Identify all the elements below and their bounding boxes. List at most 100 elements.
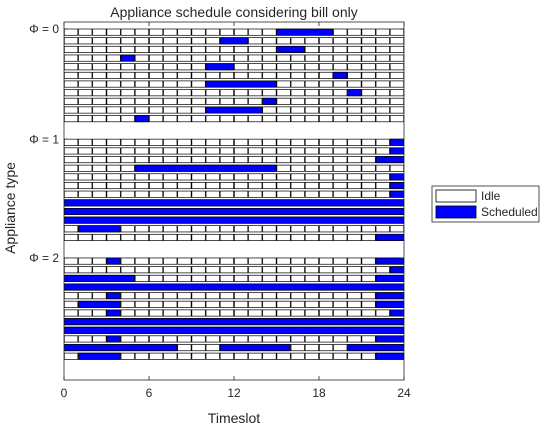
idle-cell bbox=[205, 190, 220, 198]
idle-cell bbox=[92, 63, 107, 71]
idle-cell bbox=[134, 156, 150, 164]
idle-cell bbox=[290, 182, 305, 190]
idle-cell bbox=[304, 266, 319, 274]
idle-cell bbox=[177, 54, 192, 62]
idle-cell bbox=[361, 292, 376, 300]
idle-cell bbox=[361, 28, 376, 36]
x-tick-label: 24 bbox=[397, 386, 411, 400]
idle-cell bbox=[163, 80, 178, 88]
idle-cell bbox=[120, 190, 135, 198]
idle-cell bbox=[234, 257, 249, 265]
idle-cell bbox=[276, 37, 291, 45]
idle-cell bbox=[361, 71, 376, 79]
x-tick-label: 12 bbox=[227, 386, 241, 400]
idle-cell bbox=[333, 225, 348, 233]
idle-cell bbox=[78, 89, 93, 97]
idle-cell bbox=[191, 225, 206, 233]
scheduled-bar bbox=[347, 89, 362, 97]
idle-cell bbox=[106, 28, 121, 36]
x-tick-label: 18 bbox=[312, 386, 326, 400]
idle-cell bbox=[134, 300, 150, 308]
idle-cell bbox=[120, 28, 135, 36]
idle-cell bbox=[290, 71, 305, 79]
idle-cell bbox=[191, 45, 206, 53]
idle-cell bbox=[361, 54, 376, 62]
schedule-row bbox=[63, 63, 404, 71]
scheduled-bar bbox=[389, 138, 404, 146]
idle-cell bbox=[134, 45, 150, 53]
scheduled-bar bbox=[333, 71, 348, 79]
idle-cell bbox=[219, 97, 235, 105]
idle-cell bbox=[333, 45, 348, 53]
idle-cell bbox=[163, 274, 178, 282]
idle-cell bbox=[149, 225, 164, 233]
idle-cell bbox=[78, 233, 93, 241]
idle-cell bbox=[319, 352, 334, 360]
idle-cell bbox=[205, 309, 220, 317]
idle-cell bbox=[234, 173, 249, 181]
x-axis-label: Timeslot bbox=[208, 410, 260, 426]
idle-cell bbox=[262, 352, 277, 360]
idle-cell bbox=[63, 71, 79, 79]
idle-cell bbox=[347, 138, 362, 146]
idle-cell bbox=[361, 309, 376, 317]
idle-cell bbox=[78, 80, 93, 88]
schedule-row bbox=[63, 283, 404, 291]
idle-cell bbox=[163, 147, 178, 155]
idle-cell bbox=[290, 106, 305, 114]
idle-cell bbox=[375, 182, 390, 190]
idle-cell bbox=[149, 54, 164, 62]
idle-cell bbox=[120, 257, 135, 265]
idle-cell bbox=[248, 37, 263, 45]
idle-cell bbox=[375, 63, 390, 71]
idle-cell bbox=[63, 335, 79, 343]
idle-cell bbox=[333, 173, 348, 181]
idle-cell bbox=[333, 37, 348, 45]
idle-cell bbox=[304, 138, 319, 146]
idle-cell bbox=[347, 106, 362, 114]
idle-cell bbox=[191, 28, 206, 36]
idle-cell bbox=[234, 274, 249, 282]
idle-cell bbox=[248, 173, 263, 181]
idle-cell bbox=[163, 233, 178, 241]
idle-cell bbox=[347, 54, 362, 62]
idle-cell bbox=[219, 89, 235, 97]
idle-cell bbox=[361, 89, 376, 97]
schedule-row bbox=[63, 164, 404, 172]
idle-cell bbox=[319, 164, 334, 172]
idle-cell bbox=[361, 156, 376, 164]
idle-cell bbox=[248, 182, 263, 190]
idle-cell bbox=[106, 80, 121, 88]
group-label: Φ = 1 bbox=[29, 132, 59, 146]
scheduled-bar bbox=[389, 309, 404, 317]
idle-cell bbox=[120, 115, 135, 123]
idle-cell bbox=[262, 266, 277, 274]
idle-cell bbox=[177, 156, 192, 164]
idle-cell bbox=[134, 190, 150, 198]
idle-cell bbox=[248, 156, 263, 164]
idle-cell bbox=[149, 190, 164, 198]
legend-label: Scheduled bbox=[481, 205, 538, 219]
idle-cell bbox=[262, 292, 277, 300]
idle-cell bbox=[290, 309, 305, 317]
idle-cell bbox=[234, 292, 249, 300]
idle-cell bbox=[120, 63, 135, 71]
schedule-row bbox=[63, 28, 404, 36]
idle-cell bbox=[333, 274, 348, 282]
idle-cell bbox=[290, 54, 305, 62]
idle-cell bbox=[149, 106, 164, 114]
idle-cell bbox=[262, 63, 277, 71]
scheduled-bar bbox=[106, 257, 121, 265]
idle-cell bbox=[290, 138, 305, 146]
idle-cell bbox=[63, 37, 79, 45]
idle-cell bbox=[276, 300, 291, 308]
idle-cell bbox=[375, 80, 390, 88]
idle-cell bbox=[333, 115, 348, 123]
scheduled-bar bbox=[375, 274, 404, 282]
idle-cell bbox=[191, 115, 206, 123]
idle-cell bbox=[177, 45, 192, 53]
idle-cell bbox=[389, 28, 404, 36]
idle-cell bbox=[375, 71, 390, 79]
group-label: Φ = 0 bbox=[29, 22, 59, 36]
scheduled-bar bbox=[219, 37, 249, 45]
